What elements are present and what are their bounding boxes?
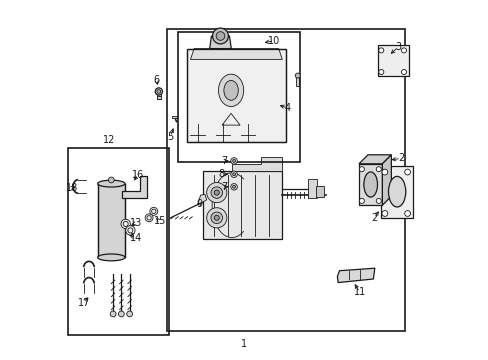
Bar	[178, 32, 300, 162]
Bar	[296, 77, 299, 86]
Text: 12: 12	[102, 135, 115, 145]
Circle shape	[359, 198, 364, 203]
Bar	[68, 148, 168, 335]
Circle shape	[118, 311, 124, 317]
Text: 10: 10	[268, 36, 280, 46]
Text: 16: 16	[132, 170, 144, 180]
Text: 5: 5	[167, 132, 173, 142]
Circle shape	[381, 211, 387, 216]
Circle shape	[232, 159, 235, 162]
Circle shape	[381, 169, 387, 175]
Circle shape	[149, 207, 158, 215]
Circle shape	[230, 171, 237, 177]
Circle shape	[211, 187, 222, 198]
Bar	[307, 179, 316, 198]
Text: 3: 3	[395, 42, 401, 52]
Text: 2: 2	[370, 213, 376, 223]
Bar	[157, 91, 160, 99]
Circle shape	[230, 184, 237, 190]
Circle shape	[232, 173, 235, 176]
Polygon shape	[382, 155, 390, 205]
Text: 11: 11	[353, 287, 365, 297]
Bar	[316, 186, 323, 197]
Text: 7: 7	[221, 156, 227, 166]
Circle shape	[375, 198, 381, 203]
Bar	[186, 49, 285, 142]
Circle shape	[401, 69, 406, 75]
Polygon shape	[122, 176, 147, 198]
Circle shape	[230, 158, 237, 164]
Polygon shape	[231, 157, 282, 171]
Circle shape	[145, 214, 153, 222]
Circle shape	[125, 226, 135, 235]
Ellipse shape	[98, 254, 125, 261]
Ellipse shape	[387, 176, 405, 207]
Circle shape	[206, 208, 226, 228]
Polygon shape	[209, 36, 231, 49]
Text: 13: 13	[129, 218, 142, 228]
Circle shape	[214, 190, 219, 195]
Circle shape	[155, 88, 162, 95]
Bar	[171, 116, 177, 118]
Polygon shape	[337, 268, 374, 283]
Bar	[98, 184, 125, 257]
Text: 2: 2	[397, 153, 404, 163]
Circle shape	[404, 211, 409, 216]
Polygon shape	[197, 194, 206, 205]
Circle shape	[214, 215, 219, 220]
Ellipse shape	[98, 180, 125, 187]
Text: 8: 8	[218, 169, 224, 179]
Bar	[377, 45, 408, 76]
Circle shape	[404, 169, 409, 175]
Bar	[381, 166, 412, 218]
Text: 15: 15	[153, 216, 166, 226]
Circle shape	[110, 311, 116, 317]
Polygon shape	[203, 171, 282, 239]
Text: 6: 6	[153, 75, 159, 85]
Text: 9: 9	[196, 199, 202, 210]
Circle shape	[359, 167, 364, 172]
Circle shape	[378, 48, 383, 53]
Circle shape	[295, 73, 300, 78]
Text: 1: 1	[241, 339, 247, 349]
Circle shape	[216, 32, 224, 40]
Text: 17: 17	[78, 298, 90, 308]
Circle shape	[108, 177, 114, 183]
Text: 4: 4	[284, 103, 290, 113]
Ellipse shape	[218, 74, 243, 107]
Circle shape	[126, 311, 132, 317]
Circle shape	[401, 48, 406, 53]
Polygon shape	[190, 49, 282, 59]
Circle shape	[206, 183, 226, 203]
Circle shape	[232, 185, 235, 188]
Circle shape	[121, 219, 130, 229]
Text: 7: 7	[221, 182, 227, 192]
Circle shape	[157, 90, 160, 93]
Polygon shape	[358, 164, 382, 205]
Ellipse shape	[224, 81, 238, 100]
Polygon shape	[358, 155, 390, 164]
Ellipse shape	[363, 172, 377, 197]
Circle shape	[378, 69, 383, 75]
Text: 14: 14	[129, 233, 142, 243]
Polygon shape	[186, 49, 285, 142]
Bar	[167, 29, 404, 331]
Text: 18: 18	[66, 183, 79, 193]
Circle shape	[211, 212, 222, 224]
Circle shape	[212, 28, 228, 44]
Circle shape	[375, 167, 381, 172]
